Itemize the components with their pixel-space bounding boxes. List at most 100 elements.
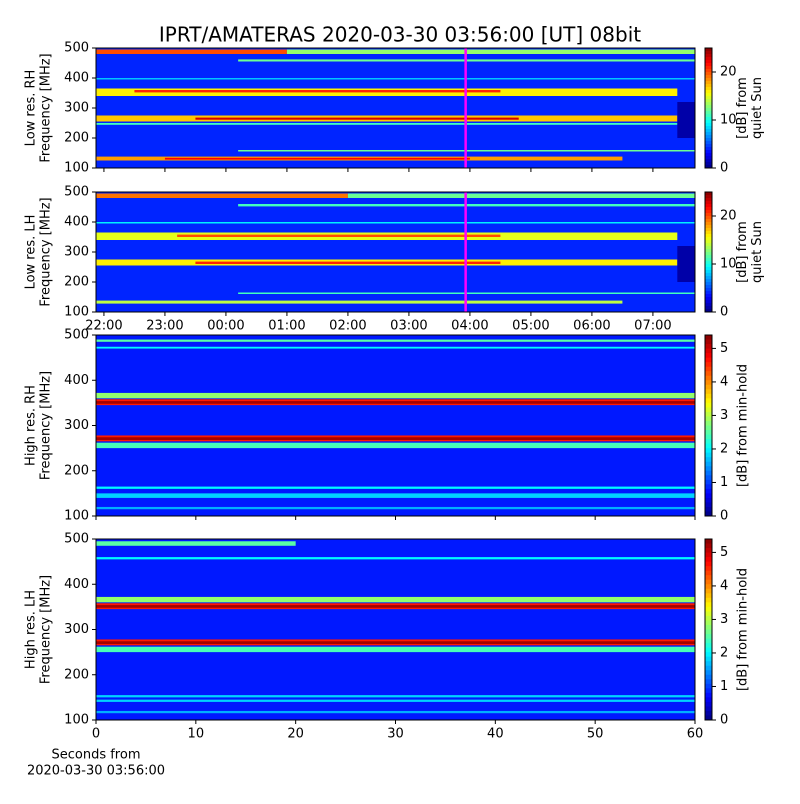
colorbar-segment [705,384,712,390]
colorbar-segment [705,288,712,292]
colorbar-segment [705,407,712,413]
colorbar-segment [705,90,712,94]
colorbar-segment [705,715,712,721]
colorbar-segment [705,249,712,253]
colorbar-segment [705,138,712,142]
colorbar-segment [705,75,712,79]
colorbar-segment [705,162,712,166]
heatmap-cell [96,710,695,714]
colorbar-frame [704,334,713,517]
y-tick-label: 100 [64,305,89,320]
colorbar-segment [705,588,712,594]
y-axis-label: Low res. LH [24,215,39,290]
y-axis-label: High res. RH [24,385,39,466]
x-tick-label: 40 [487,727,504,742]
heatmap-cell [96,699,695,702]
colorbar-segment [705,48,712,52]
colorbar-segment [705,78,712,82]
colorbar-segment [705,222,712,226]
colorbar-segment [705,557,712,563]
colorbar-segment [705,683,712,689]
y-axis-label: Frequency [MHz] [39,371,54,480]
colorbar-segment [705,132,712,136]
colorbar-segment [705,120,712,124]
colorbar-segment [705,706,712,712]
heatmap-cell [177,234,501,237]
colorbar-segment [705,398,712,404]
colorbar-segment [705,710,712,716]
colorbar-segment [705,69,712,73]
heatmap-cell [96,437,695,440]
colorbar-segment [705,141,712,145]
heatmap-cell [134,90,501,93]
colorbar-segment [705,216,712,220]
colorbar-label: quiet Sun [750,77,765,139]
colorbar-segment [705,114,712,118]
colorbar-tick-label: 0 [720,509,728,524]
colorbar-segment [705,84,712,88]
colorbar-segment [705,297,712,301]
y-tick-label: 500 [64,41,89,56]
colorbar-segment [705,511,712,517]
colorbar-segment [705,117,712,121]
colorbar-segment [705,234,712,238]
colorbar-segment [705,66,712,70]
heatmap-cell [96,605,695,608]
colorbar-tick-label: 20 [720,65,737,80]
heatmap-cell [677,102,695,138]
colorbar-segment [705,634,712,640]
colorbar-segment [705,99,712,103]
colorbar-segment [705,665,712,671]
heatmap-background [96,48,695,168]
colorbar-segment [705,153,712,157]
heatmap-cell [96,506,695,510]
colorbar-segment [705,204,712,208]
colorbar-segment [705,420,712,426]
colorbar-segment [705,443,712,449]
colorbar-segment [705,348,712,354]
colorbar-segment [705,207,712,211]
colorbar-segment [705,219,712,223]
colorbar-segment [705,291,712,295]
colorbar-segment [705,57,712,61]
heatmap-cell [96,641,695,644]
colorbar-segment [705,584,712,590]
x-tick-label: 50 [587,727,604,742]
y-axis-label: Low res. RH [24,70,39,147]
colorbar-segment [705,670,712,676]
x-tick-label: 02:00 [329,319,366,334]
colorbar-segment [705,389,712,395]
colorbar-segment [705,448,712,454]
colorbar-segment [705,679,712,685]
colorbar-segment [705,488,712,494]
colorbar-segment [705,425,712,431]
colorbar-segment [705,430,712,436]
colorbar-frame [704,191,713,313]
heatmap-background [96,539,695,720]
colorbar-segment [705,147,712,151]
colorbar-segment [705,294,712,298]
colorbar-segment [705,411,712,417]
colorbar-label: [dB] from [735,77,750,139]
colorbar-segment [705,252,712,256]
x-tick-label: 60 [687,727,704,742]
x-tick-label: 30 [387,727,404,742]
x-tick-label: 22:00 [85,319,122,334]
heatmap-cell [96,557,695,560]
colorbar-label: [dB] from min-hold [736,364,751,487]
colorbar-segment [705,502,712,508]
colorbar-segment [705,279,712,283]
heatmap-cell [164,157,470,160]
colorbar-segment [705,273,712,277]
y-tick-label: 300 [64,101,89,116]
colorbar-segment [705,285,712,289]
colorbar-segment [705,81,712,85]
colorbar-segment [705,111,712,115]
colorbar-segment [705,606,712,612]
colorbar-frame [704,538,713,721]
heatmap-cell [96,346,695,349]
colorbar-tick-label: 20 [720,209,737,224]
colorbar-segment [705,697,712,703]
colorbar-tick-label: 2 [720,441,728,456]
